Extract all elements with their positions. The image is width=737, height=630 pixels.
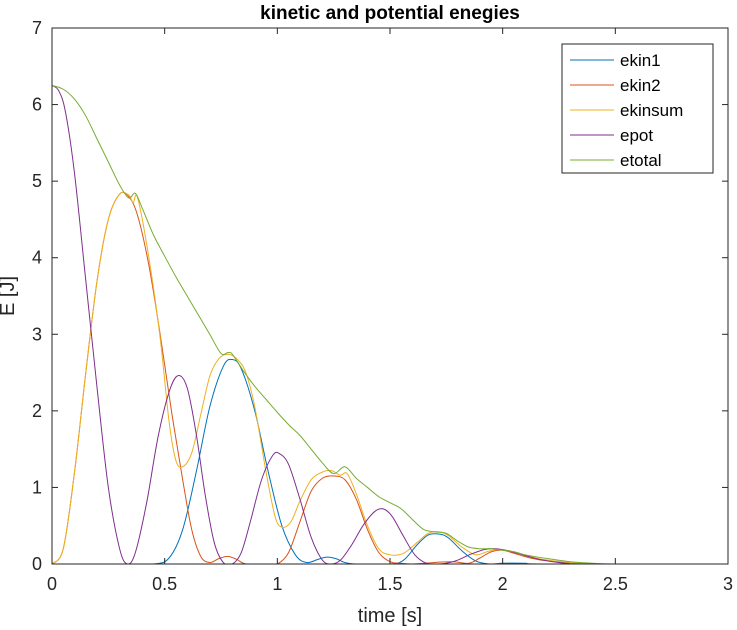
- x-tick-label: 2.5: [603, 574, 628, 594]
- x-axis-label: time [s]: [358, 605, 422, 627]
- x-tick-label: 1.5: [377, 574, 402, 594]
- y-tick-label: 0: [32, 554, 42, 574]
- x-tick-label: 3: [723, 574, 733, 594]
- legend-label-ekin1: ekin1: [620, 51, 661, 70]
- chart-title: kinetic and potential enegies: [260, 3, 520, 24]
- x-tick-label: 0.5: [152, 574, 177, 594]
- y-tick-label: 7: [32, 18, 42, 38]
- series-line-ekin1: [52, 358, 728, 564]
- series-layer: [52, 84, 728, 564]
- series-line-etotal: [52, 84, 728, 564]
- y-tick-label: 1: [32, 477, 42, 497]
- y-tick-label: 2: [32, 401, 42, 421]
- y-tick-label: 3: [32, 324, 42, 344]
- y-tick-label: 5: [32, 171, 42, 191]
- series-line-ekinsum: [52, 191, 728, 564]
- series-line-ekin2: [52, 191, 728, 564]
- legend-label-etotal: etotal: [620, 151, 662, 170]
- legend-label-epot: epot: [620, 126, 653, 145]
- series-line-epot: [52, 84, 728, 564]
- ticks-layer: 0 0.5 1 1.5 2 2.5 3 0 1 2 3 4 5 6 7: [32, 18, 733, 594]
- legend: ekin1 ekin2 ekinsum epot etotal: [561, 43, 714, 174]
- x-tick-label: 2: [498, 574, 508, 594]
- legend-label-ekinsum: ekinsum: [620, 101, 683, 120]
- x-tick-label: 1: [272, 574, 282, 594]
- legend-label-ekin2: ekin2: [620, 76, 661, 95]
- y-tick-label: 6: [32, 95, 42, 115]
- y-tick-label: 4: [32, 248, 42, 268]
- y-axis-label: E [J]: [0, 276, 19, 316]
- x-tick-label: 0: [47, 574, 57, 594]
- legend-box: [561, 43, 714, 174]
